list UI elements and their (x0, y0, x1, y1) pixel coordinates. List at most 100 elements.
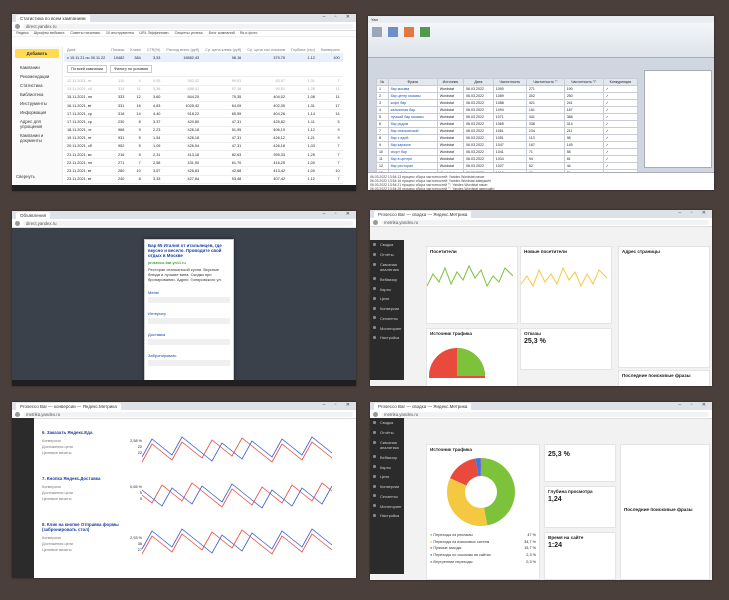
collapse-button[interactable]: Свернуть (16, 174, 35, 179)
toolbar-icon[interactable] (404, 27, 414, 37)
menu-item[interactable]: Сводка (370, 240, 404, 250)
browser-tab[interactable]: Prosecco Bar — сводка — Яндекс.Метрика (374, 211, 472, 218)
table-row[interactable]: 4 кальянная бар Wordstat 06.03.2022 1094 151 1… (376, 106, 639, 114)
sidebar-item[interactable]: Библиотека (20, 92, 44, 97)
legend-item[interactable]: ● Переходы по ссылкам на сайтах 2,3 % (430, 553, 536, 558)
menu-item[interactable]: Мониторинг (370, 501, 404, 511)
sidebar-item[interactable]: Инструменты (20, 101, 47, 106)
table-row[interactable]: 9 бар караоке Wordstat 06.03.2022 1047 167 145… (376, 141, 639, 149)
menu-item[interactable]: Карты (370, 284, 404, 294)
back-icon[interactable] (15, 220, 20, 226)
bookmark-link[interactable]: 10 инструменты (105, 31, 135, 35)
table-row[interactable]: 1 бар москва Wordstat 06.03.2022 1090 271 190 ✓ (376, 85, 639, 93)
toolbar-icon[interactable] (388, 27, 398, 37)
column-header[interactable]: Частотность "!" (563, 78, 604, 86)
menu-item[interactable]: Конверсии (370, 304, 404, 314)
add-button[interactable]: Добавить (15, 49, 59, 58)
pie-slice[interactable] (481, 458, 515, 526)
table-row[interactable]: 3 кофе бар Wordstat 06.03.2022 1088 421 241 ✓ (376, 99, 639, 107)
toolbar-icon[interactable] (420, 27, 430, 37)
goal-title[interactable]: 8. Клик на кнопке Отправка формы (заброн… (42, 522, 119, 532)
address-bar[interactable]: direct.yandex.ru (23, 23, 353, 29)
goal-title[interactable]: 7. Кнопка Яндекс.Доставка (42, 476, 101, 481)
menu-item[interactable]: Конверсии (370, 482, 404, 492)
column-header[interactable]: Ср. цена тыс.показов (244, 46, 289, 55)
back-icon[interactable] (15, 411, 20, 417)
ad-title[interactable]: Бар 65 Италия от итальянцев, где вкусно … (148, 243, 222, 258)
toolbar-icon[interactable] (372, 27, 382, 37)
column-header[interactable]: Конверсия (317, 46, 343, 55)
bookmark-link[interactable]: Советы начинаю. (70, 31, 101, 35)
table-row[interactable]: 2 бар центр москвы Wordstat 06.03.2022 1089 3… (376, 92, 639, 100)
legend-item[interactable]: ● Прямые заходы 15,7 % (430, 546, 536, 551)
address-bar[interactable]: direct.yandex.ru (23, 220, 353, 226)
ad-sitelink[interactable]: Доставка (148, 332, 166, 337)
menu-item[interactable]: Настройка (370, 333, 404, 343)
column-header[interactable]: № (376, 78, 389, 86)
browser-tab[interactable]: Prosecco Bar — сводка — Яндекс.Метрика (374, 403, 472, 410)
column-header[interactable]: Частотность "" (525, 78, 565, 86)
bookmark-link[interactable]: Як и фото (239, 31, 258, 35)
menu-item[interactable]: Сегменты (370, 491, 404, 501)
filter-button[interactable]: Фильтр по условию (110, 65, 153, 74)
bookmark-link[interactable]: Блог компаний (208, 31, 235, 35)
menu-item[interactable]: Сквозная аналитика (370, 260, 404, 275)
column-header[interactable]: Дата (463, 78, 494, 86)
back-icon[interactable] (373, 411, 378, 417)
menu-item[interactable]: Отчёты (370, 428, 404, 438)
bookmark-link[interactable]: Секреты успеха. (174, 31, 204, 35)
back-icon[interactable] (15, 23, 20, 29)
menu-item[interactable]: Вебвизор (370, 274, 404, 284)
menu-item[interactable]: Карты (370, 462, 404, 472)
table-row[interactable]: 10 спорт бар Wordstat 06.03.2022 1041 71 58 ✓ (376, 148, 639, 156)
legend-item[interactable]: ● Переходы из поисковых систем 34,7 % (430, 539, 536, 544)
column-header[interactable]: Источник (436, 78, 465, 86)
legend-item[interactable]: ● Внутренние переходы 0,3 % (430, 559, 536, 564)
menu-item[interactable]: Сводка (370, 418, 404, 428)
ad-sitelink[interactable]: Интерьер (148, 311, 166, 316)
pie-slice[interactable] (447, 478, 488, 526)
table-row[interactable]: 5 лучший бар москвы Wordstat 06.03.2022 1071… (376, 113, 639, 121)
column-header[interactable]: Конкуренция (602, 78, 639, 86)
browser-tab[interactable]: Объявления (16, 212, 51, 219)
ad-sitelink[interactable]: Меню (148, 290, 159, 295)
ad-domain[interactable]: prosecco-bar-yn11.ru (148, 260, 186, 265)
menu-item[interactable]: Мониторинг (370, 323, 404, 333)
bookmark-link[interactable]: Шрифты вебмаст. (33, 31, 66, 35)
address-bar[interactable]: metrika.yandex.ru (381, 411, 709, 417)
table-row[interactable]: 12 бар ресторан Wordstat 06.03.2022 1027 52 44… (376, 162, 639, 170)
column-header[interactable]: Расход всего (руб) (163, 46, 203, 55)
column-header[interactable]: CTR(%) (143, 46, 164, 55)
sidebar-item[interactable]: Рекомендации (20, 74, 50, 79)
menu-item[interactable]: Сегменты (370, 313, 404, 323)
table-row[interactable]: 8 бар с едой Wordstat 06.03.2022 1051 113 98 ✓ (376, 134, 639, 142)
column-header[interactable]: Показы (108, 46, 128, 55)
browser-tab[interactable]: Prosecco Bar — конверсии — Яндекс.Метрик… (16, 403, 121, 410)
goal-title[interactable]: 6. Заказать Яндекс.Еда (42, 430, 93, 435)
ad-sitelink[interactable]: Забронировать (148, 353, 177, 358)
menu-item[interactable]: Вебвизор (370, 452, 404, 462)
sidebar-item[interactable]: Статистика (20, 83, 43, 88)
table-row[interactable]: 6 бар рядом Wordstat 06.03.2022 1065 338 314 ✓ (376, 120, 639, 128)
table-row[interactable]: 7 бар итальянский Wordstat 06.03.2022 1061 23… (376, 127, 639, 135)
back-icon[interactable] (373, 219, 378, 225)
address-bar[interactable]: metrika.yandex.ru (23, 411, 353, 417)
menu-item[interactable]: Сквозная аналитика (370, 438, 404, 453)
legend-item[interactable]: ● Переходы из рекламы 47 % (430, 533, 536, 538)
menu-item[interactable]: Отчёты (370, 250, 404, 260)
filter-button[interactable]: По всей кампании (67, 65, 108, 74)
menu-item[interactable]: Цели (370, 472, 404, 482)
bookmark-link[interactable]: URL Эффективн. (139, 31, 170, 35)
sidebar-item[interactable]: Информация (20, 110, 47, 115)
column-header[interactable]: Дата (64, 46, 109, 55)
table-row[interactable]: 11 бар в центре Wordstat 06.03.2022 1034 94 81… (376, 155, 639, 163)
address-bar[interactable]: metrika.yandex.ru (381, 219, 709, 225)
column-header[interactable]: Глубина (стр) (288, 46, 318, 55)
column-header[interactable]: Фраза (387, 78, 438, 86)
sidebar-item[interactable]: Адрес для упрощения (20, 119, 43, 129)
sidebar-item[interactable]: Кампании (20, 65, 40, 70)
bookmark-link[interactable]: Яндекс (16, 31, 29, 35)
menu-item[interactable]: Настройка (370, 511, 404, 521)
menu-item[interactable]: Цели (370, 294, 404, 304)
browser-tab[interactable]: Статистика по всем кампаниям (16, 15, 90, 22)
